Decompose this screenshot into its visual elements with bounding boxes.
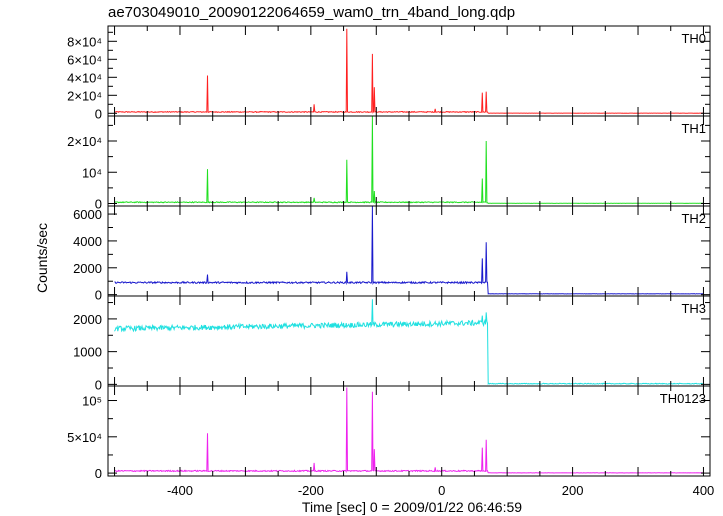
series-line-th0 [114,28,704,114]
y-axis-label: Counts/sec [34,223,50,293]
series-line-th2 [114,206,704,295]
y-tick-label: 6000 [73,207,102,222]
x-tick-label: -200 [298,483,324,498]
y-tick-label: 10⁵ [82,394,102,409]
series-line-th1 [114,116,704,204]
y-tick-label: 0 [95,466,102,481]
y-tick-label: 0 [95,106,102,121]
x-tick-label: 0 [438,483,445,498]
y-tick-label: 5×10⁴ [67,430,102,445]
y-tick-label: 1000 [73,345,102,360]
panel-th3: 0 1000 2000 TH3 [73,295,711,392]
chart-title: ae703049010_20090122064659_wam0_trn_4ban… [108,4,515,21]
band-label-th0: TH0 [681,31,706,46]
x-tick-label: 400 [693,483,715,498]
y-tick-label: 2×10⁴ [67,134,102,149]
y-tick-label: 2×10⁴ [67,88,102,103]
panel-frame [107,385,711,477]
x-tick-label: 200 [562,483,584,498]
y-tick-label: 2000 [73,261,102,276]
y-tick-label: 4×10⁴ [67,70,102,85]
panels-group: 0 2×10⁴ 4×10⁴ 6×10⁴ 8×10⁴ TH0 0 10⁴ 2×10⁴ TH1 0 200… [67,25,711,481]
y-tick-label: 8×10⁴ [67,34,102,49]
band-label-th0123: TH0123 [660,391,706,406]
y-tick-label: 0 [95,377,102,392]
y-tick-label: 6×10⁴ [67,52,102,67]
panel-th1: 0 10⁴ 2×10⁴ TH1 [67,115,711,212]
panel-th0: 0 2×10⁴ 4×10⁴ 6×10⁴ 8×10⁴ TH0 [67,25,711,121]
y-tick-label: 0 [95,197,102,212]
band-label-th3: TH3 [681,301,706,316]
band-label-th1: TH1 [681,121,706,136]
band-label-th2: TH2 [681,211,706,226]
y-tick-label: 2000 [73,312,102,327]
panel-frame [107,25,711,117]
y-tick-label: 4000 [73,234,102,249]
panel-th2: 0 2000 4000 6000 TH2 [73,205,711,303]
panel-frame [107,295,711,387]
y-tick-label: 0 [95,288,102,303]
y-tick-label: 10⁴ [82,165,102,180]
x-tick-label: -400 [167,483,193,498]
series-line-th3 [114,299,704,385]
panel-th0123: 0 5×10⁴ 10⁵ TH0123 [67,385,711,481]
series-line-th0123 [114,387,704,474]
x-axis-labels: -400 -200 0 200 400 [167,483,714,498]
panel-frame [107,115,711,207]
x-axis-label: Time [sec] 0 = 2009/01/22 06:46:59 [302,499,522,515]
